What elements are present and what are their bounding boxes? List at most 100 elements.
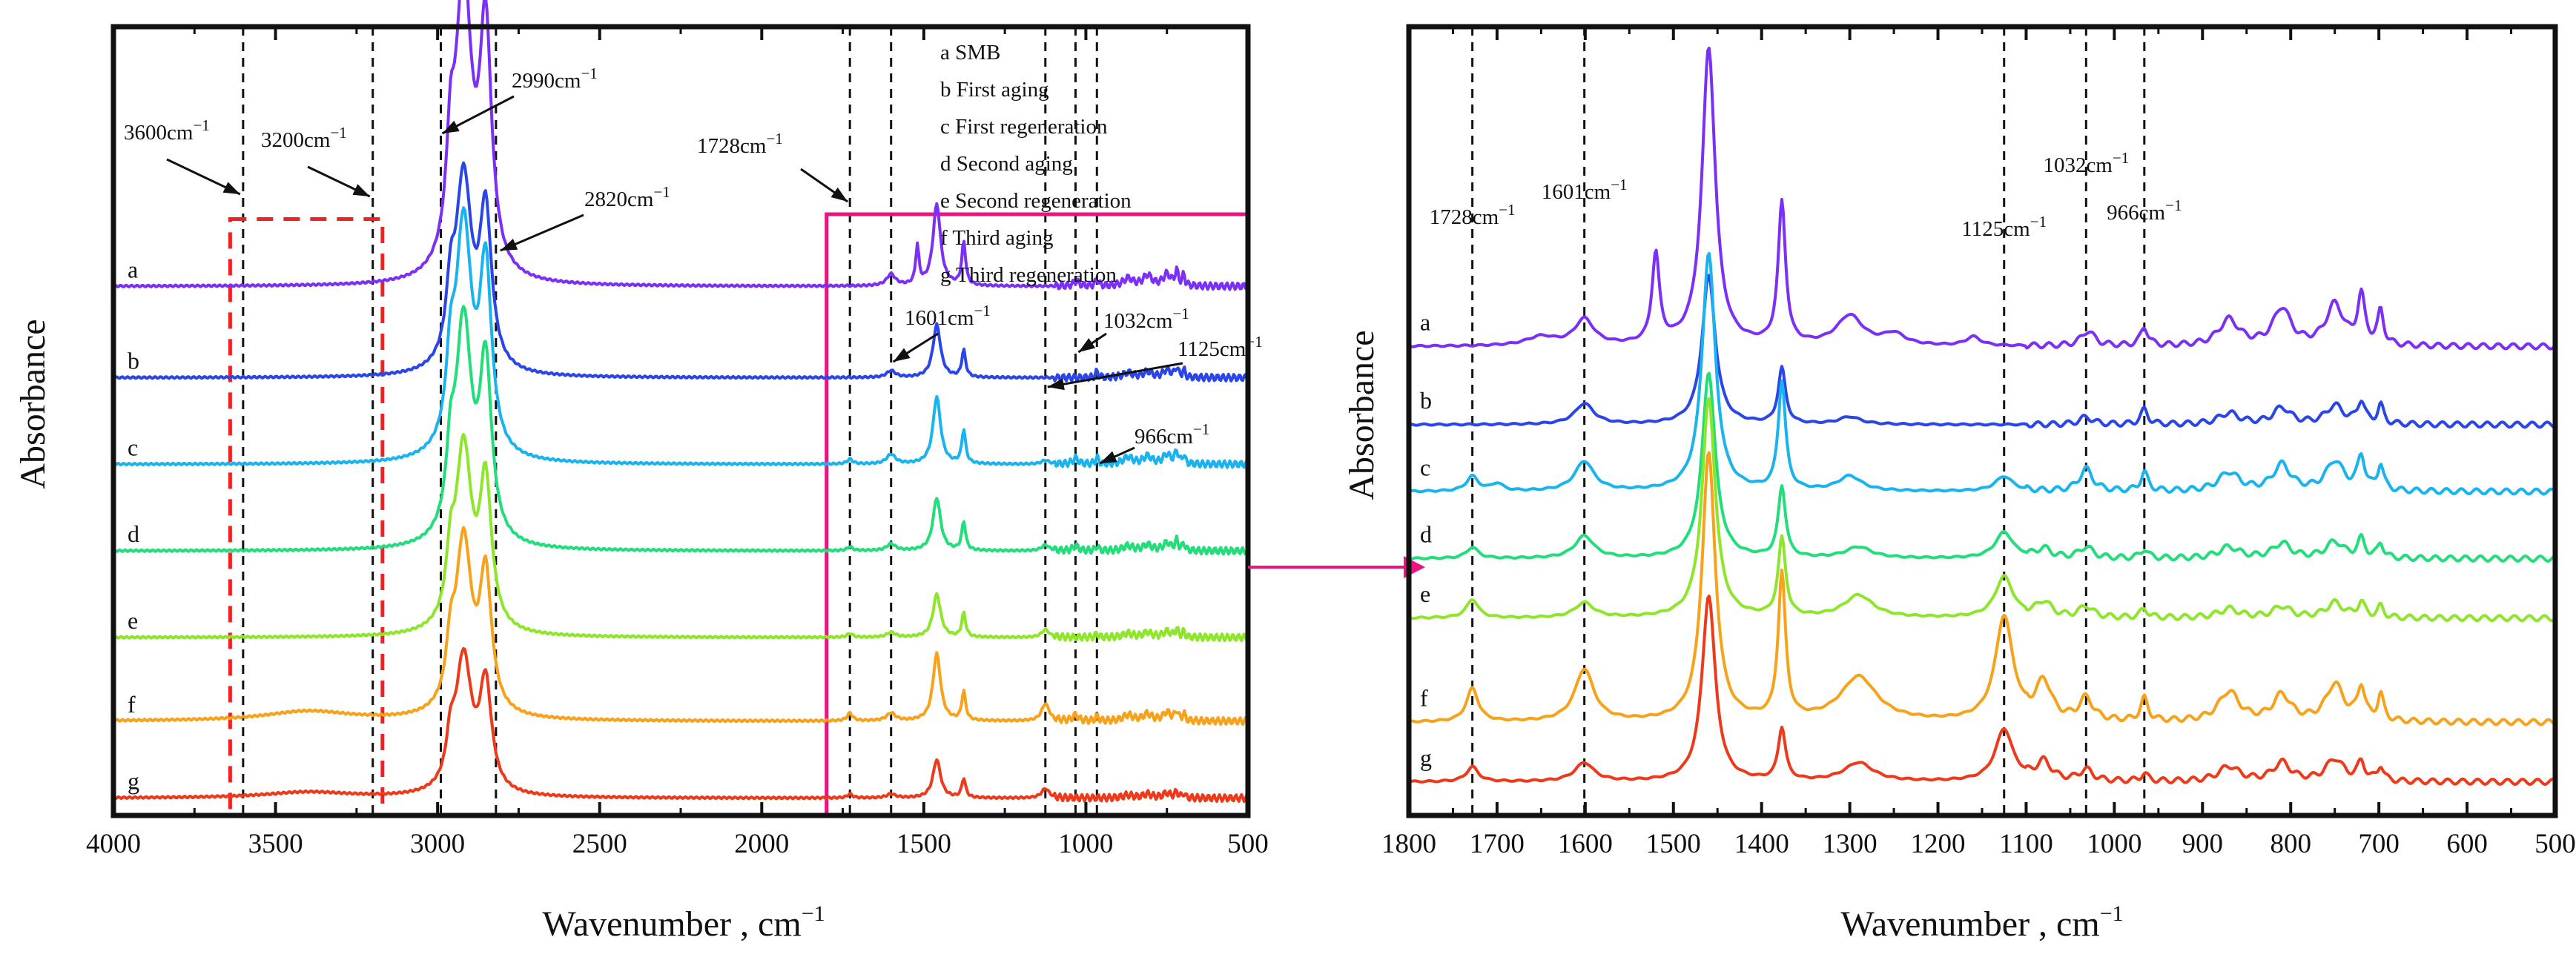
annotation-arrow-2990-head	[442, 120, 460, 133]
x-tick-label: 2000	[734, 829, 789, 859]
highlight-region-dashed	[228, 217, 385, 818]
series-e-label: e	[1420, 580, 1430, 607]
series-d-line	[113, 305, 1249, 556]
series-d-label: d	[128, 520, 139, 547]
reference-lines	[242, 27, 1098, 815]
series-c-label: c	[128, 434, 138, 460]
series-a-label: a	[1420, 309, 1430, 336]
annotation-966-sup: −1	[2165, 196, 2182, 214]
annotation-2990-text: 2990cm	[512, 69, 581, 93]
annotation-2990-sup: −1	[581, 64, 597, 82]
x-tick-label: 1800	[1381, 829, 1436, 859]
annotation-1032: 1032cm−1	[2043, 149, 2129, 177]
series-e-line	[1408, 397, 2555, 623]
series-b-line	[113, 161, 1249, 383]
annotation-1032: 1032cm−1	[1103, 305, 1189, 333]
annotation-arrow-3200-head	[352, 184, 370, 196]
annotation-1728-sup: −1	[766, 130, 782, 148]
reference-lines	[1471, 27, 2146, 815]
legend: a SMB b First aging c First regeneration d …	[940, 41, 1132, 287]
series-e-line	[112, 432, 1249, 643]
annotation-1728: 1728cm−1	[1430, 201, 1516, 229]
series-f-label: f	[128, 691, 136, 718]
wavenumber-annotations: 3600cm−13200cm−12990cm−12820cm−11728cm−1…	[124, 64, 1263, 465]
spectrum-labels: a b c d e f g	[128, 256, 139, 794]
annotation-1032-text: 1032cm	[1103, 309, 1173, 333]
x-tick-label: 800	[2270, 829, 2311, 859]
series-e-label: e	[128, 607, 138, 634]
series-a-label: a	[128, 256, 138, 282]
legend-entry: c First regeneration	[940, 115, 1108, 139]
series-f-line	[1408, 451, 2556, 727]
y-axis-title: Absorbance	[1342, 330, 1381, 500]
series-a-line	[112, 0, 1249, 291]
x-axis-title: Wavenumber , cm−1	[542, 901, 825, 944]
annotation-1728-text: 1728cm	[1430, 205, 1499, 229]
annotation-1601: 1601cm−1	[905, 302, 991, 330]
annotation-arrow-2820-head	[500, 238, 518, 251]
x-tick-label: 1100	[1999, 829, 2053, 859]
annotation-966-text: 966cm	[2107, 201, 2165, 225]
annotation-1601-text: 1601cm	[905, 306, 974, 330]
annotation-3200: 3200cm−1	[261, 124, 347, 152]
x-tick-label: 1300	[1823, 829, 1877, 859]
annotation-arrow-1032-head	[1078, 338, 1096, 352]
y-axis-title: Absorbance	[13, 319, 53, 489]
x-tick-label: 3500	[248, 829, 303, 859]
spectrum-labels: a b c d e f g	[1420, 309, 1432, 771]
x-tick-label: 1700	[1470, 829, 1525, 859]
series-g-label: g	[128, 768, 139, 795]
annotation-966-text: 966cm	[1135, 425, 1193, 449]
annotation-2990: 2990cm−1	[512, 64, 598, 93]
x-tick-label: 1600	[1558, 829, 1613, 859]
zoom-arrow	[1248, 556, 1425, 578]
annotation-arrow-1728-head	[830, 187, 848, 202]
annotation-1032-sup: −1	[1172, 305, 1189, 322]
series-c-line	[1408, 251, 2556, 496]
x-tick-label: 3000	[410, 829, 465, 859]
series-a-line	[1408, 47, 2556, 351]
annotation-1728: 1728cm−1	[697, 130, 783, 158]
annotation-1125-sup: −1	[2030, 213, 2047, 231]
annotation-3600-text: 3600cm	[124, 121, 194, 145]
series-g-label: g	[1420, 744, 1432, 771]
annotation-1728-text: 1728cm	[697, 134, 767, 158]
x-tick-label: 500	[1227, 829, 1269, 859]
annotation-3200-text: 3200cm	[261, 128, 331, 152]
legend-entry: b First aging	[940, 78, 1049, 102]
annotation-1032-text: 1032cm	[2043, 153, 2113, 177]
annotation-966: 966cm−1	[2107, 196, 2182, 225]
x-tick-label: 600	[2446, 829, 2488, 859]
legend-entry: e Second regeneration	[940, 189, 1132, 213]
series-g-line	[1408, 595, 2555, 787]
series-b-label: b	[128, 348, 139, 374]
series-d-line	[1408, 371, 2555, 563]
annotation-1728-sup: −1	[1499, 201, 1515, 219]
series-c-label: c	[1420, 454, 1430, 480]
x-axis-title: Wavenumber , cm−1	[1840, 901, 2123, 944]
x-tick-label: 500	[2534, 829, 2576, 859]
series-g-line	[112, 646, 1249, 803]
annotation-966-sup: −1	[1193, 420, 1209, 438]
annotation-1601-sup: −1	[974, 302, 990, 320]
spectra-series	[112, 0, 1249, 803]
legend-entry: f Third aging	[940, 226, 1054, 250]
annotation-1032-sup: −1	[2113, 149, 2129, 167]
spectra-series	[1408, 47, 2556, 787]
annotation-1601-text: 1601cm	[1542, 180, 1611, 204]
annotation-1125-text: 1125cm	[1178, 337, 1246, 361]
legend-entry: a SMB	[940, 41, 1000, 64]
legend-entry: d Second aging	[940, 152, 1073, 176]
annotation-arrow-966-head	[1100, 451, 1117, 463]
x-tick-label: 4000	[86, 829, 141, 859]
legend-entry: g Third regeneration	[940, 263, 1117, 287]
annotation-3600: 3600cm−1	[124, 116, 210, 145]
x-tick-label: 1000	[1058, 829, 1113, 859]
x-tick-label: 1400	[1734, 829, 1789, 859]
annotation-arrow-1601-head	[893, 348, 911, 362]
x-tick-label: 1200	[1911, 829, 1966, 859]
x-tick-label: 1500	[1646, 829, 1701, 859]
series-b-label: b	[1420, 387, 1432, 414]
